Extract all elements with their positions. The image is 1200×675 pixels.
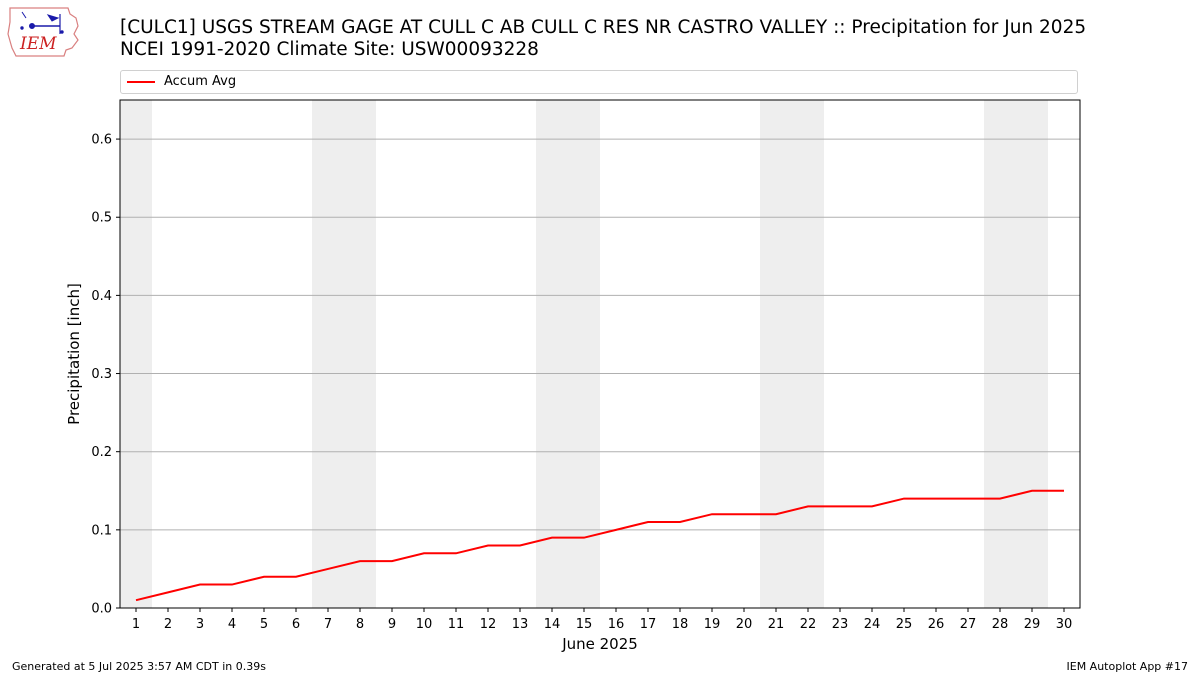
x-tick-label: 27 — [960, 617, 977, 632]
x-axis-label: June 2025 — [561, 635, 638, 653]
x-tick-label: 14 — [544, 617, 561, 632]
x-tick-label: 9 — [388, 617, 396, 632]
app-credit: IEM Autoplot App #17 — [1066, 660, 1189, 673]
x-tick-label: 21 — [768, 617, 785, 632]
x-tick-label: 3 — [196, 617, 204, 632]
generated-timestamp: Generated at 5 Jul 2025 3:57 AM CDT in 0… — [12, 660, 266, 673]
x-tick-label: 1 — [132, 617, 140, 632]
iem-logo: IEM — [7, 7, 79, 57]
x-tick-label: 6 — [292, 617, 300, 632]
x-tick-label: 15 — [576, 617, 593, 632]
x-tick-label: 22 — [800, 617, 817, 632]
x-tick-label: 20 — [736, 617, 753, 632]
weekend-band — [984, 100, 1048, 608]
x-axis: 1 2 3 4 5 6 7 8 9 10 11 12 13 14 15 16 17 18 19 20 21 22 23 24 2… — [132, 608, 1072, 632]
x-tick-label: 30 — [1056, 617, 1073, 632]
x-tick-label: 11 — [448, 617, 465, 632]
x-tick-label: 19 — [704, 617, 721, 632]
x-tick-label: 24 — [864, 617, 881, 632]
series-layer — [135, 489, 1064, 602]
y-axis-label: Precipitation [inch] — [65, 283, 83, 425]
x-tick-label: 25 — [896, 617, 913, 632]
x-tick-label: 10 — [416, 617, 433, 632]
y-tick-label: 0.3 — [91, 367, 112, 382]
legend-swatch — [127, 81, 155, 83]
x-tick-label: 13 — [512, 617, 529, 632]
x-tick-label: 16 — [608, 617, 625, 632]
y-axis: 0.0 0.1 0.2 0.3 0.4 0.5 0.6 — [91, 133, 120, 617]
plot-frame — [119, 99, 1081, 609]
weather-station-icon — [20, 11, 64, 34]
weekend-band — [312, 100, 376, 608]
x-tick-label: 12 — [480, 617, 497, 632]
legend: Accum Avg — [120, 70, 1078, 94]
legend-label: Accum Avg — [164, 74, 237, 89]
y-tick-label: 0.4 — [91, 289, 112, 304]
x-tick-label: 18 — [672, 617, 689, 632]
y-tick-label: 0.5 — [91, 211, 112, 226]
chart-subtitle: NCEI 1991-2020 Climate Site: USW00093228 — [120, 39, 539, 60]
x-tick-label: 5 — [260, 617, 268, 632]
weekend-band — [120, 100, 152, 608]
x-tick-label: 23 — [832, 617, 849, 632]
x-tick-label: 7 — [324, 617, 332, 632]
weekend-shading — [120, 100, 1048, 608]
x-tick-label: 2 — [164, 617, 172, 632]
weekend-band — [536, 100, 600, 608]
chart-title: [CULC1] USGS STREAM GAGE AT CULL C AB CU… — [120, 17, 1087, 38]
y-tick-label: 0.1 — [91, 523, 112, 538]
x-tick-label: 28 — [992, 617, 1009, 632]
x-tick-label: 26 — [928, 617, 945, 632]
y-tick-label: 0.0 — [91, 602, 112, 617]
x-tick-label: 8 — [356, 617, 364, 632]
y-tick-label: 0.6 — [91, 133, 112, 148]
y-tick-label: 0.2 — [91, 445, 112, 460]
weekend-band — [760, 100, 824, 608]
x-tick-label: 17 — [640, 617, 657, 632]
logo-text: IEM — [19, 34, 57, 54]
x-tick-label: 4 — [228, 617, 236, 632]
series-line-accum-avg — [135, 489, 1064, 602]
x-tick-label: 29 — [1024, 617, 1041, 632]
